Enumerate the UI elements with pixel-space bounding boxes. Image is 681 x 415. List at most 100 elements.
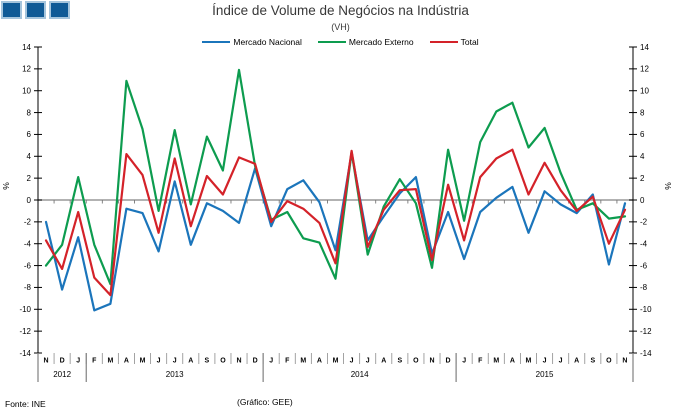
svg-text:-12: -12 [640,327,652,336]
svg-text:M: M [300,358,306,365]
svg-text:N: N [44,358,49,365]
svg-text:12: 12 [22,65,31,74]
svg-text:D: D [253,358,258,365]
logo [1,1,70,19]
svg-text:-6: -6 [24,261,32,270]
svg-text:-10: -10 [640,305,652,314]
svg-text:-10: -10 [19,305,31,314]
svg-text:-4: -4 [24,240,32,249]
legend-line-swatch [317,41,346,43]
svg-text:-4: -4 [640,240,648,249]
legend-item-mercado-externo[interactable]: Mercado Externo [317,37,414,47]
svg-text:J: J [76,358,80,365]
svg-text:J: J [366,358,370,365]
svg-text:-14: -14 [640,349,652,358]
source-note: Fonte: INE [5,399,46,409]
svg-text:S: S [397,358,402,365]
svg-text:-14: -14 [19,349,31,358]
svg-text:4: 4 [640,152,645,161]
svg-text:O: O [606,358,612,365]
svg-text:14: 14 [22,43,31,52]
svg-text:M: M [140,358,146,365]
legend-label: Mercado Externo [348,37,414,47]
svg-text:D: D [446,358,451,365]
svg-text:A: A [124,358,129,365]
svg-text:J: J [462,358,466,365]
svg-text:J: J [173,358,177,365]
svg-text:6: 6 [27,130,32,139]
svg-text:S: S [205,358,210,365]
svg-text:-12: -12 [19,327,31,336]
svg-text:0: 0 [27,196,32,205]
svg-text:-8: -8 [640,283,648,292]
svg-text:A: A [188,358,193,365]
svg-text:-6: -6 [640,261,648,270]
svg-text:O: O [220,358,226,365]
x-axis-year-labels: 2012 2013 2014 2015 [37,353,634,382]
chart-legend: Mercado Nacional Mercado Externo Total [0,37,681,47]
svg-text:F: F [285,358,290,365]
svg-text:O: O [413,358,419,365]
svg-text:A: A [510,358,515,365]
series-line-total [44,148,627,297]
series-line-mercado-nacional [44,151,627,312]
svg-text:4: 4 [27,152,32,161]
logo-square [1,1,22,19]
svg-text:M: M [333,358,339,365]
svg-text:2: 2 [640,174,645,183]
credit-note: (Gráfico: GEE) [237,397,293,407]
svg-text:%: % [663,182,673,190]
svg-text:M: M [493,358,499,365]
svg-text:J: J [543,358,547,365]
svg-text:-8: -8 [24,283,32,292]
svg-text:2014: 2014 [351,370,369,379]
svg-text:12: 12 [640,65,649,74]
svg-text:N: N [236,358,241,365]
zero-line [37,199,634,204]
svg-text:0: 0 [640,196,645,205]
svg-text:2012: 2012 [53,370,71,379]
legend-item-total[interactable]: Total [429,37,479,47]
svg-text:J: J [157,358,161,365]
logo-square [49,1,70,19]
svg-text:%: % [1,182,11,190]
legend-item-mercado-nacional[interactable]: Mercado Nacional [202,37,302,47]
svg-text:-2: -2 [24,218,32,227]
svg-text:F: F [92,358,97,365]
svg-text:10: 10 [640,87,649,96]
svg-text:A: A [574,358,579,365]
logo-square [25,1,46,19]
svg-text:A: A [381,358,386,365]
svg-text:M: M [107,358,113,365]
svg-text:2: 2 [27,174,32,183]
svg-text:A: A [317,358,322,365]
svg-text:J: J [350,358,354,365]
svg-text:2015: 2015 [536,370,554,379]
svg-text:2013: 2013 [166,370,184,379]
svg-text:M: M [526,358,532,365]
svg-text:S: S [590,358,595,365]
svg-text:F: F [478,358,483,365]
svg-text:J: J [269,358,273,365]
svg-text:N: N [622,358,627,365]
svg-text:14: 14 [640,43,649,52]
chart-subtitle: (VH) [331,22,350,32]
y-axis-right: -14 -12 -10 -8 -6 -4 -2 0 2 4 6 8 10 12 14 [629,43,652,358]
svg-text:D: D [60,358,65,365]
svg-text:10: 10 [22,87,31,96]
series-line-mercado-externo [44,68,627,286]
svg-text:-2: -2 [640,218,648,227]
svg-text:J: J [559,358,563,365]
svg-text:N: N [429,358,434,365]
y-axis-unit-labels: %% [1,182,673,190]
svg-text:8: 8 [27,108,32,117]
legend-label: Mercado Nacional [233,37,302,47]
chart-title: Índice de Volume de Negócios na Indústri… [212,3,469,18]
svg-text:8: 8 [640,108,645,117]
svg-text:6: 6 [640,130,645,139]
legend-line-swatch [429,41,458,43]
legend-line-swatch [202,41,231,43]
